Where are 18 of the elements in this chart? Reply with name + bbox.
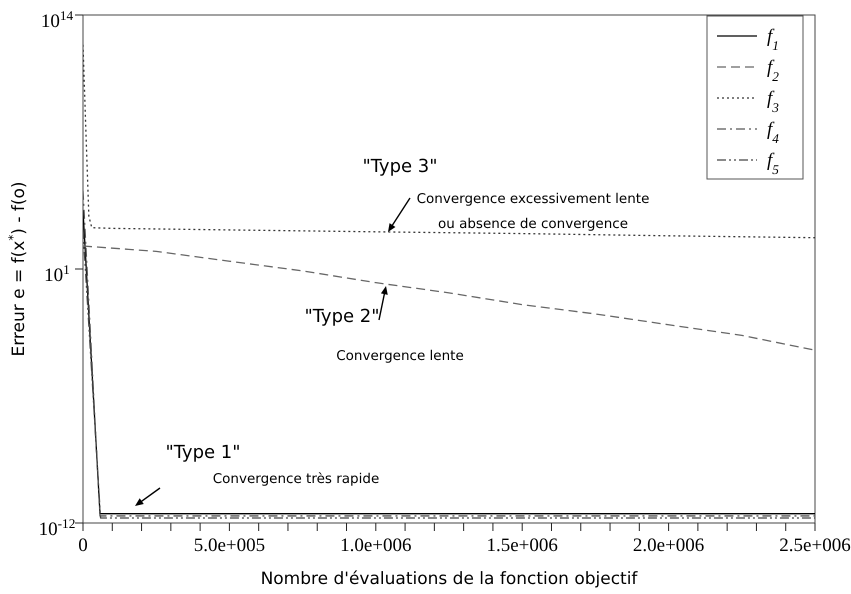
x-tick-label: 1.0e+006: [340, 535, 412, 556]
legend-label: f$_{2}$: [767, 57, 780, 84]
x-axis-title: Nombre d'évaluations de la fonction objectif: [260, 569, 638, 589]
x-tick-label: 0: [78, 535, 88, 556]
legend-label: f$_{1}$: [767, 26, 779, 52]
x-tick-label: 2.5e+006: [779, 535, 851, 556]
legend-label: f$_{4}$: [767, 119, 780, 146]
x-tick-label: 5.0e+005: [194, 535, 266, 556]
y-tick-label: 10$^{14}$: [40, 8, 74, 32]
annotation: "Type 3" Convergence excessivement lente ou absence de convergence: [362, 156, 650, 232]
annotation: "Type 1" Convergence très rapide: [165, 442, 380, 487]
legend-label: f$_{5}$: [767, 150, 780, 176]
x-tick-label: 1.5e+006: [486, 535, 558, 556]
legend-label: f$_{3}$: [767, 88, 780, 114]
annotation: "Type 2" Convergence lente: [304, 306, 464, 364]
y-tick-label: 10$^{-12}$: [38, 516, 76, 540]
y-tick-label: 10$^{1}$: [44, 262, 70, 286]
x-tick-label: 2.0e+006: [632, 535, 704, 556]
